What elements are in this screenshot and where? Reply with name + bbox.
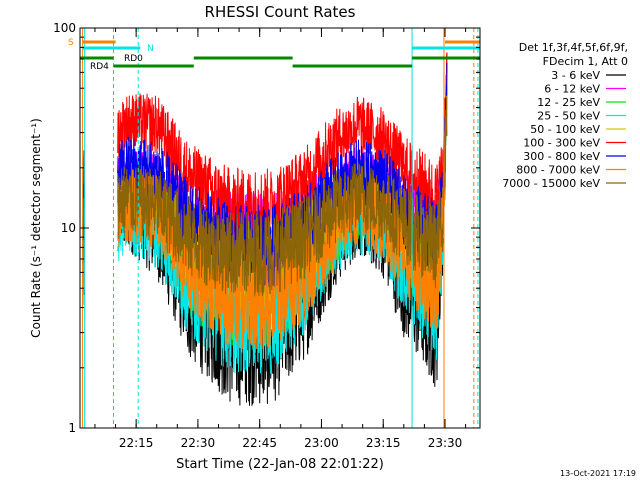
x-tick-label: 23:00 [304,436,339,450]
flag-label-rd4: RD4 [90,62,109,72]
y-tick-label: 10 [61,221,76,235]
axes: 22:15 22:30 22:45 23:00 23:15 23:30 1 10 100 [53,21,480,450]
x-axis-label: Start Time (22-Jan-08 22:01:22) [176,457,384,472]
flag-bars: S N RD0 RD4 [68,38,480,72]
legend-entry-label-6: 300 - 800 keV [523,150,600,163]
legend-entry-label-4: 50 - 100 keV [530,123,600,136]
chart-title: RHESSI Count Rates [205,3,356,21]
flag-label-n: N [147,44,154,54]
legend-entry-label-0: 3 - 6 keV [551,69,600,82]
legend-entry-label-1: 6 - 12 keV [544,83,600,96]
x-tick-label: 22:45 [242,436,277,450]
timestamp: 13-Oct-2021 17:19 [560,469,636,478]
y-tick-label: 1 [68,421,76,435]
legend-entry-label-7: 800 - 7000 keV [516,164,600,177]
legend-header-line-0: Det 1f,3f,4f,5f,6f,9f, [519,41,628,54]
legend-entry-label-3: 25 - 50 keV [537,110,600,123]
x-tick-label: 22:30 [181,436,216,450]
x-tick-label: 23:15 [366,436,401,450]
x-tick-label: 22:15 [119,436,154,450]
legend-entry-label-8: 7000 - 15000 keV [502,177,600,190]
flag-label-rd0: RD0 [124,54,143,64]
legend-entry-label-2: 12 - 25 keV [537,96,600,109]
y-tick-label: 100 [53,21,76,35]
y-axis-label: Count Rate (s⁻¹ detector segment⁻¹) [29,118,43,338]
legend-entry-label-5: 100 - 300 keV [523,137,600,150]
legend: Det 1f,3f,4f,5f,6f,9f,FDecim 1, Att 03 -… [502,41,628,190]
legend-header-line-1: FDecim 1, Att 0 [543,55,628,68]
flag-label-s: S [68,38,74,48]
x-tick-label: 23:30 [428,436,463,450]
